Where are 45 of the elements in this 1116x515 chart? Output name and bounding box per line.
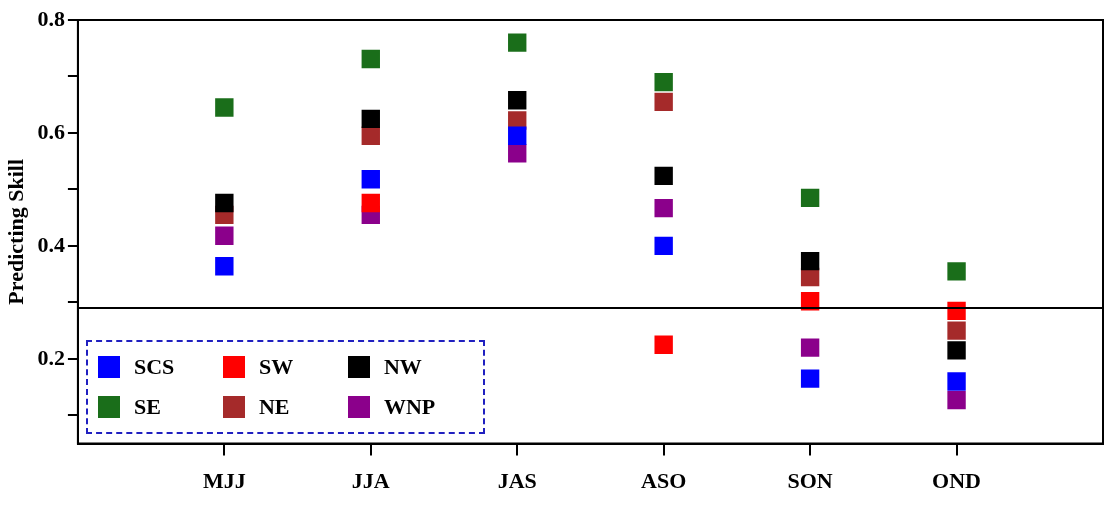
- y-tick-label: 0.8: [37, 5, 65, 31]
- point: [654, 198, 673, 218]
- legend-label: SE: [133, 393, 161, 420]
- point: [800, 369, 820, 388]
- point: [654, 335, 673, 354]
- x-tick-label: OND: [932, 468, 981, 494]
- point: [654, 92, 673, 112]
- point: [508, 33, 527, 52]
- point: [947, 390, 966, 410]
- legend-label: WNP: [383, 393, 436, 420]
- legend-label: NW: [383, 353, 422, 380]
- point: [800, 188, 820, 208]
- y-tick-label: 0.2: [37, 344, 65, 370]
- point: [947, 321, 966, 340]
- x-tick-label: JAS: [497, 468, 537, 494]
- point: [215, 98, 234, 117]
- point: [215, 193, 234, 213]
- legend-label: SW: [258, 353, 294, 380]
- x-tick-label: MJJ: [202, 468, 246, 494]
- point: [361, 109, 380, 129]
- point: [654, 236, 673, 256]
- x-tick-label: JJA: [351, 468, 390, 494]
- point: [947, 372, 966, 391]
- point: [947, 341, 966, 360]
- point: [361, 126, 380, 145]
- point: [361, 193, 380, 213]
- point: [361, 49, 380, 69]
- point: [654, 72, 673, 92]
- point: [508, 144, 527, 163]
- y-tick-label: 0.6: [37, 118, 65, 144]
- point: [654, 166, 673, 186]
- legend-label: SCS: [133, 353, 175, 380]
- x-tick-label: SON: [787, 468, 833, 494]
- point: [215, 226, 234, 245]
- point: [361, 170, 380, 189]
- point: [215, 257, 234, 276]
- point: [508, 91, 527, 110]
- point: [800, 251, 820, 271]
- point: [947, 262, 966, 281]
- y-tick-label: 0.4: [37, 231, 65, 257]
- point: [800, 338, 820, 357]
- point: [508, 126, 527, 145]
- legend-label: NE: [258, 393, 290, 420]
- x-tick-label: ASO: [641, 468, 687, 494]
- y-axis-title: Predicting Skill: [2, 158, 28, 305]
